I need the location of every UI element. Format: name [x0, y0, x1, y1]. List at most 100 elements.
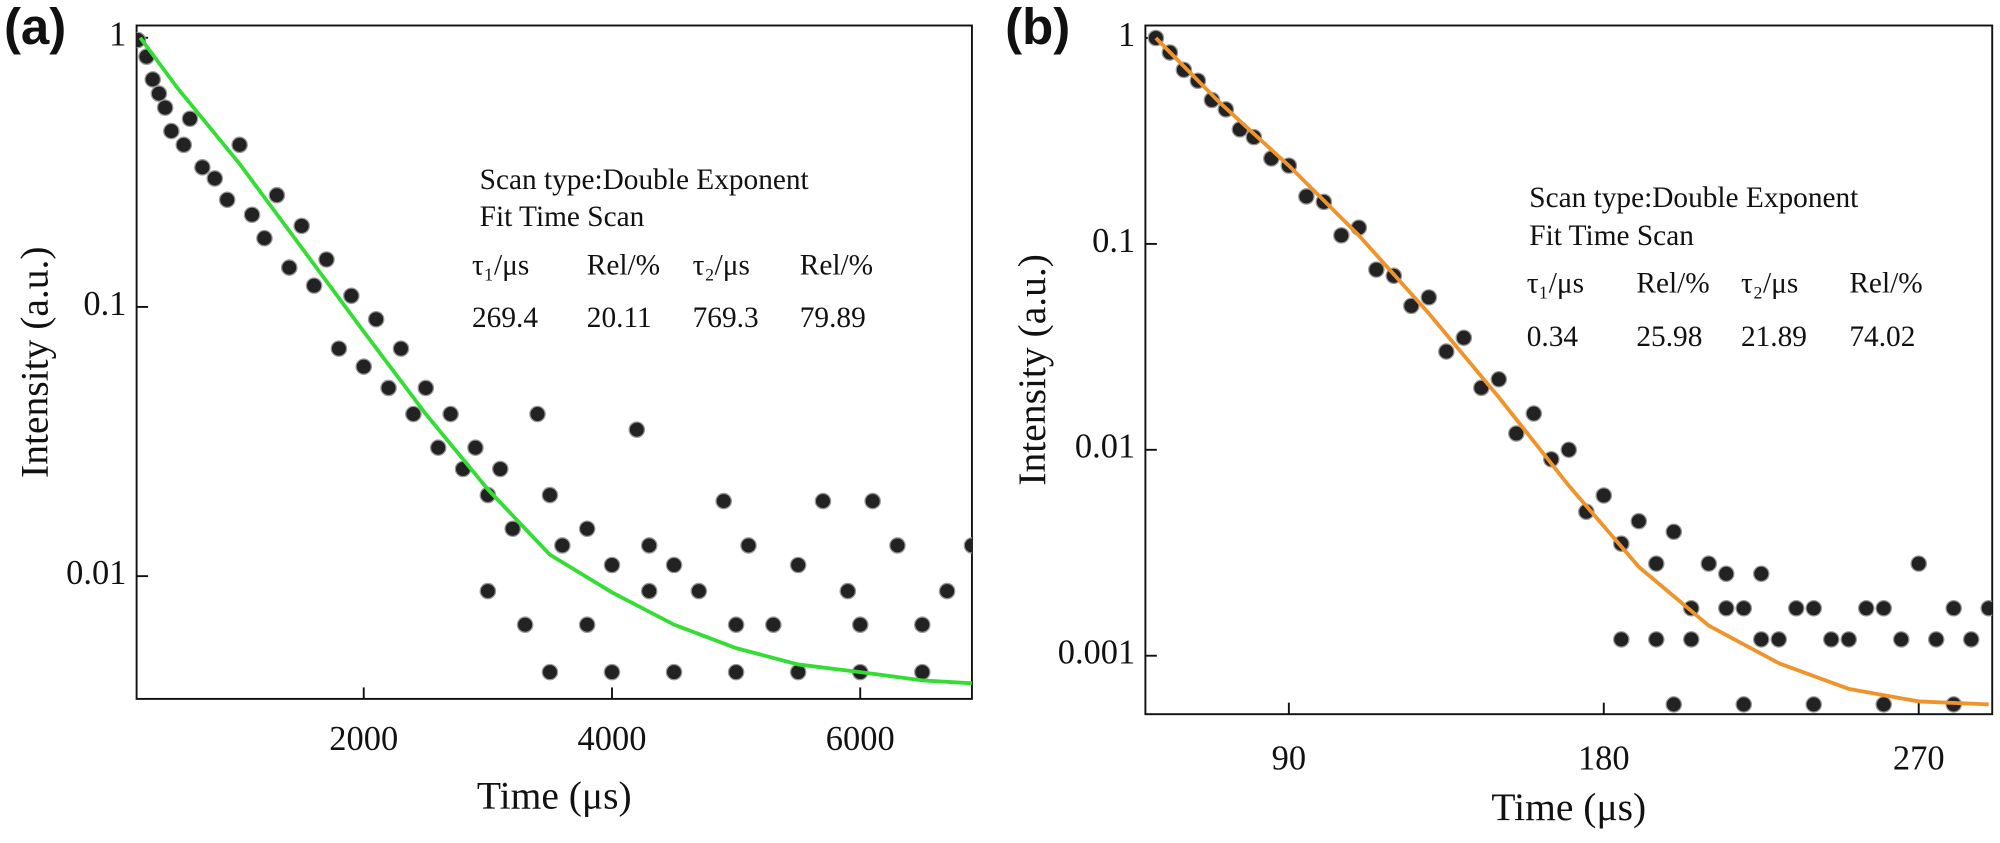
y-tick-label: 0.01: [66, 554, 126, 592]
annotation-header: Rel/%: [1849, 267, 1922, 299]
data-point: [1892, 631, 1910, 648]
annotation-value: 269.4: [472, 302, 538, 334]
data-point: [156, 99, 174, 116]
x-tick-label: 6000: [826, 720, 895, 758]
data-point: [963, 537, 972, 554]
data-point: [1560, 441, 1578, 459]
data-point: [330, 340, 348, 357]
y-tick-label: 0.001: [1058, 634, 1135, 672]
panel-label: (b): [1005, 0, 1070, 55]
data-point: [343, 287, 360, 305]
data-point: [256, 229, 273, 247]
data-point: [392, 340, 410, 357]
annotation-value: 769.3: [693, 302, 759, 334]
annotation-header: Rel/%: [587, 250, 660, 282]
data-point: [305, 277, 323, 294]
data-point: [1980, 599, 1993, 617]
data-point: [1910, 555, 1928, 572]
y-tick-label: 1: [1118, 16, 1135, 54]
data-point: [355, 358, 373, 375]
data-point: [603, 556, 621, 574]
data-point: [1752, 631, 1770, 648]
data-point: [938, 582, 956, 600]
data-point: [814, 492, 832, 510]
annotation-value: 25.98: [1636, 321, 1702, 353]
data-point: [541, 486, 559, 504]
data-point: [1840, 631, 1858, 648]
data-point: [740, 537, 757, 554]
data-point: [690, 582, 708, 600]
data-point: [1403, 297, 1420, 315]
annotation-line: Fit Time Scan: [1529, 220, 1694, 252]
data-point: [1805, 696, 1823, 713]
data-point: [1368, 261, 1385, 278]
plot-area: [136, 31, 972, 686]
annotation-value: 79.89: [800, 302, 866, 334]
data-point: [603, 663, 621, 681]
x-tick-label: 90: [1272, 739, 1306, 777]
fit-curve: [138, 36, 972, 686]
data-point: [479, 582, 497, 600]
data-point: [1770, 631, 1788, 648]
annotation-line: Fit Time Scan: [480, 201, 645, 233]
data-point: [839, 582, 857, 600]
x-tick-label: 2000: [329, 720, 398, 758]
data-point: [578, 520, 596, 538]
data-point: [1875, 599, 1893, 617]
plot-area: [1147, 29, 1993, 713]
data-point: [1455, 329, 1473, 347]
data-point: [554, 537, 571, 554]
data-point: [318, 251, 335, 268]
data-point: [1665, 523, 1683, 541]
data-point: [150, 85, 168, 102]
data-point: [1613, 631, 1630, 648]
data-point: [206, 170, 224, 187]
data-point: [851, 616, 869, 634]
annotation-value: 21.89: [1741, 321, 1807, 353]
data-point: [1420, 289, 1438, 306]
data-point: [467, 439, 484, 456]
data-point: [1700, 555, 1718, 572]
data-point: [1245, 128, 1263, 146]
data-point: [491, 460, 509, 478]
y-tick-label: 1: [109, 16, 126, 54]
data-point: [765, 616, 782, 634]
data-point: [181, 110, 199, 128]
data-point: [640, 582, 658, 600]
data-point: [529, 405, 546, 423]
data-point: [417, 379, 435, 397]
data-point: [1630, 512, 1648, 530]
data-point: [243, 206, 261, 224]
y-tick-label: 0.1: [1092, 222, 1135, 260]
data-point: [889, 537, 906, 554]
data-point: [1525, 405, 1543, 422]
x-tick-label: 270: [1893, 739, 1945, 777]
data-point: [380, 379, 397, 397]
data-point: [789, 556, 807, 574]
annotation-value: 20.11: [587, 302, 652, 334]
x-tick-label: 4000: [578, 720, 647, 758]
annotation-header: Rel/%: [1636, 267, 1709, 299]
data-point: [1490, 371, 1508, 388]
x-axis-title: Time (μs): [1491, 785, 1646, 829]
data-point: [1508, 425, 1525, 442]
data-point: [1875, 696, 1893, 713]
x-axis-title: Time (μs): [477, 774, 632, 818]
annotation-line: Scan type:Double Exponent: [480, 164, 809, 196]
data-point: [1752, 565, 1770, 583]
data-point: [1298, 188, 1315, 205]
y-tick-label: 0.01: [1075, 428, 1135, 466]
data-point: [727, 663, 745, 681]
data-point: [1333, 227, 1350, 244]
y-tick-label: 0.1: [83, 285, 126, 323]
data-point: [1927, 631, 1945, 648]
data-point: [1647, 555, 1665, 572]
data-point: [640, 537, 658, 554]
annotation-value: 0.34: [1527, 321, 1579, 353]
y-axis-title: Intensity (a.u.): [1010, 254, 1054, 486]
data-point: [1543, 450, 1560, 468]
data-point: [429, 439, 447, 456]
data-point: [628, 421, 646, 438]
data-point: [665, 663, 683, 681]
